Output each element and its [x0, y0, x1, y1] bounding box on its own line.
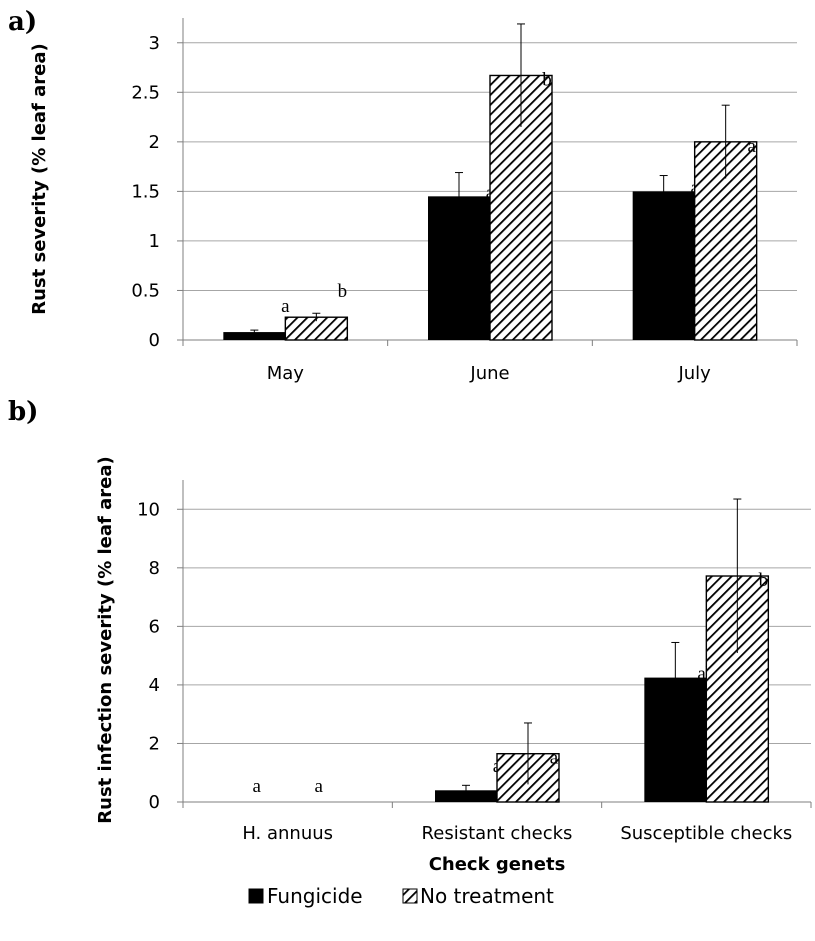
panel-label-b: b) — [8, 397, 38, 427]
significance-letter-fungicide-h-annuus: a — [252, 776, 261, 797]
y-tick-label: 0 — [149, 792, 160, 813]
significance-letter-no-treatment-resistant-checks: a — [550, 748, 559, 769]
x-category-label-june: June — [469, 363, 509, 384]
bar-fungicide-june — [428, 196, 490, 340]
x-category-label-resistant-checks: Resistant checks — [422, 823, 573, 844]
y-tick-label: 0 — [149, 330, 160, 351]
panel-label-a: a) — [8, 7, 37, 37]
y-axis-label: Rust infection severity (% leaf area) — [95, 456, 116, 823]
y-tick-label: 10 — [137, 499, 160, 520]
legend-swatch-no-treatment — [402, 888, 418, 904]
significance-letter-fungicide-may: a — [281, 296, 290, 317]
legend-swatch-fungicide — [248, 888, 264, 904]
y-tick-label: 4 — [149, 675, 160, 696]
x-category-label-susceptible-checks: Susceptible checks — [620, 823, 792, 844]
bar-fungicide-may — [223, 332, 286, 340]
y-axis-label: Rust severity (% leaf area) — [29, 43, 50, 315]
x-category-label-may: May — [267, 363, 305, 384]
y-tick-label: 1.5 — [131, 181, 160, 202]
legend: Fungicide No treatment — [248, 884, 554, 908]
x-category-label-h-annuus: H. annuus — [242, 823, 333, 844]
legend-label-no-treatment: No treatment — [420, 884, 554, 908]
y-tick-label: 3 — [149, 33, 160, 54]
significance-letter-no-treatment-may: b — [338, 281, 348, 302]
y-tick-label: 2 — [149, 132, 160, 153]
significance-letter-no-treatment-june: b — [542, 69, 552, 90]
y-tick-label: 0.5 — [131, 280, 160, 301]
y-tick-label: 1 — [149, 231, 160, 252]
y-tick-label: 2.5 — [131, 82, 160, 103]
significance-letter-no-treatment-h-annuus: a — [314, 776, 323, 797]
legend-label-fungicide: Fungicide — [267, 884, 363, 908]
chart-panel-a: 00.511.522.53MayabJuneabJulyaaRust sever… — [29, 18, 798, 384]
y-tick-label: 6 — [149, 616, 160, 637]
y-tick-label: 8 — [149, 558, 160, 579]
y-tick-label: 2 — [149, 733, 160, 754]
bar-fungicide-resistant-checks — [435, 790, 497, 802]
significance-letter-no-treatment-july: a — [747, 136, 756, 157]
significance-letter-no-treatment-susceptible-checks: b — [759, 570, 769, 591]
bar-fungicide-july — [632, 191, 695, 340]
x-axis-label: Check genets — [429, 854, 566, 875]
x-category-label-july: July — [677, 363, 711, 384]
